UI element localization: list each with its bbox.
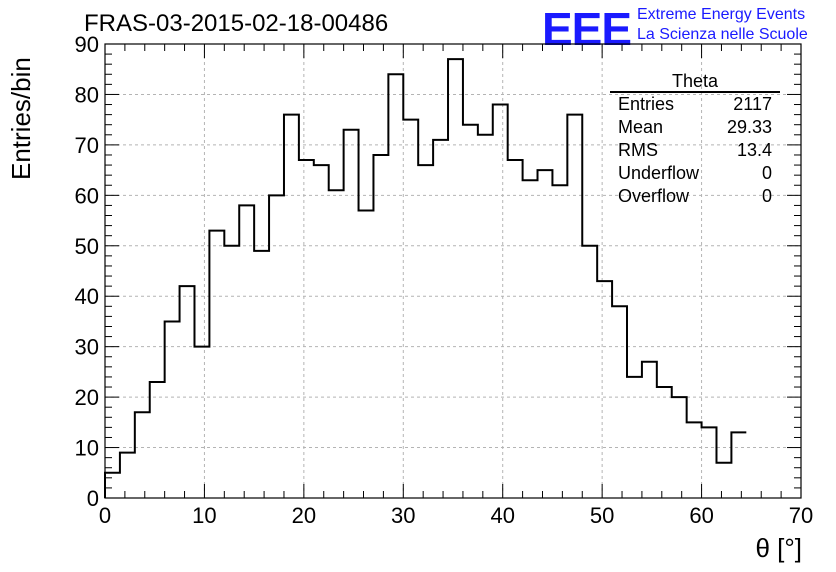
plot-frame bbox=[104, 43, 802, 499]
x-tick-label: 40 bbox=[490, 503, 514, 528]
y-tick-label: 10 bbox=[75, 436, 99, 461]
stats-row-underflow: Underflow 0 bbox=[610, 162, 780, 185]
x-tick-label: 20 bbox=[292, 503, 316, 528]
y-tick-label: 80 bbox=[75, 82, 99, 107]
stats-value: 2117 bbox=[733, 94, 772, 114]
stats-row-mean: Mean 29.33 bbox=[610, 116, 780, 139]
x-tick-label: 50 bbox=[590, 503, 614, 528]
y-tick-label: 30 bbox=[75, 335, 99, 360]
y-tick-label: 0 bbox=[87, 486, 99, 511]
x-axis-label: θ [°] bbox=[755, 533, 802, 563]
y-tick-label: 20 bbox=[75, 385, 99, 410]
stats-value: 29.33 bbox=[726, 117, 772, 137]
eee-logo: EEE bbox=[542, 3, 632, 55]
stats-title: Theta bbox=[610, 72, 780, 93]
stats-label: Overflow bbox=[618, 186, 690, 206]
logo-caption: Extreme Energy Events La Scienza nelle S… bbox=[637, 5, 808, 45]
stats-label: Underflow bbox=[618, 163, 700, 183]
stats-row-overflow: Overflow 0 bbox=[610, 185, 780, 208]
stats-box: Theta Entries 2117 Mean 29.33 RMS 13.4 U… bbox=[610, 72, 780, 208]
y-tick-label: 90 bbox=[75, 32, 99, 57]
x-tick-label: 60 bbox=[689, 503, 713, 528]
stats-value: 13.4 bbox=[736, 140, 772, 160]
y-tick-label: 70 bbox=[75, 133, 99, 158]
stats-label: Entries bbox=[618, 94, 675, 114]
stats-row-entries: Entries 2117 bbox=[610, 93, 780, 116]
logo-caption-line2: La Scienza nelle Scuole bbox=[637, 26, 808, 43]
y-axis-label: Entries/bin bbox=[6, 57, 36, 180]
y-tick-label: 50 bbox=[75, 234, 99, 259]
stats-label: RMS bbox=[618, 140, 658, 160]
stats-row-rms: RMS 13.4 bbox=[610, 139, 780, 162]
stats-value: 0 bbox=[761, 163, 772, 183]
y-tick-label: 60 bbox=[75, 183, 99, 208]
x-tick-label: 70 bbox=[789, 503, 813, 528]
chart-title: FRAS-03-2015-02-18-00486 bbox=[84, 10, 389, 37]
logo-caption-line1: Extreme Energy Events bbox=[637, 6, 806, 23]
histogram-line bbox=[104, 58, 747, 498]
stats-label: Mean bbox=[618, 117, 664, 137]
x-tick-label: 30 bbox=[391, 503, 415, 528]
x-tick-label: 0 bbox=[99, 503, 111, 528]
x-tick-label: 10 bbox=[192, 503, 216, 528]
y-tick-label: 40 bbox=[75, 284, 99, 309]
stats-value: 0 bbox=[761, 186, 772, 206]
